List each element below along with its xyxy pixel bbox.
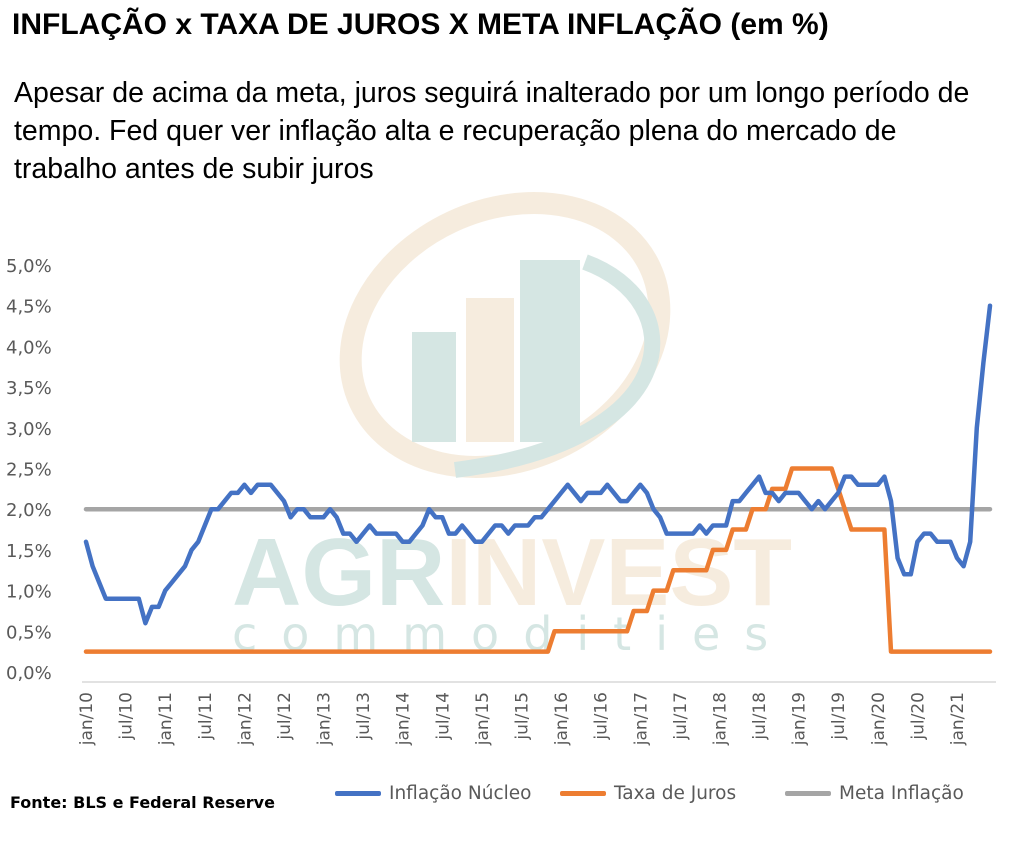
x-tick-label: jul/20	[908, 692, 928, 741]
legend-label-juros: Taxa de Juros	[614, 782, 737, 804]
logo-swoosh-outer	[339, 192, 671, 478]
legend-swatch-inflacao	[335, 790, 381, 796]
logo-brand-text: AGRINVEST	[232, 519, 792, 626]
x-tick-label: jan/15	[473, 692, 493, 746]
x-tick-label: jan/20	[869, 692, 889, 746]
x-tick-label: jan/19	[790, 692, 810, 746]
y-tick-label: 4,0%	[6, 337, 52, 358]
x-axis: jan/10 jul/10 jan/11 jul/11 jan/12 jul/12 jan/…	[77, 681, 996, 746]
x-tick-label: jul/14	[433, 692, 453, 741]
legend-swatch-meta	[785, 790, 831, 796]
x-tick-label: jul/10	[117, 692, 137, 741]
y-tick-label: 3,0%	[6, 419, 52, 440]
x-tick-label: jan/16	[552, 692, 572, 746]
logo-bar-2	[466, 298, 514, 442]
legend-label-inflacao: Inflação Núcleo	[389, 782, 532, 804]
x-tick-label: jan/14	[394, 692, 414, 746]
legend-swatch-juros	[560, 790, 606, 796]
legend-item-juros: Taxa de Juros	[560, 780, 736, 806]
logo-bar-3	[520, 260, 580, 442]
y-tick-label: 1,5%	[6, 541, 52, 562]
y-tick-label: 3,5%	[6, 378, 52, 399]
y-tick-label: 0,5%	[6, 622, 52, 643]
y-tick-label: 0,0%	[6, 663, 52, 684]
x-tick-label: jan/21	[948, 692, 968, 746]
legend-item-meta: Meta Inflação	[785, 780, 964, 806]
x-tick-label: jan/10	[77, 692, 97, 746]
page-subtitle: Apesar de acima da meta, juros seguirá i…	[14, 77, 970, 185]
x-tick-label: jul/12	[275, 692, 295, 741]
y-axis: 0,0% 0,5% 1,0% 1,5% 2,0% 2,5% 3,0% 3,5% 4,0% 4,5%…	[6, 256, 52, 684]
agrinvest-logo-watermark: AGRINVEST commodities	[232, 192, 792, 661]
legend-label-meta: Meta Inflação	[839, 782, 964, 804]
source-note: Fonte: BLS e Federal Reserve	[10, 793, 275, 812]
series-line-inflacao-nucleo	[83, 303, 993, 626]
page-title: INFLAÇÃO x TAXA DE JUROS X META INFLAÇÃO…	[12, 8, 829, 41]
x-tick-label: jan/12	[235, 692, 255, 746]
series-line-taxa-de-juros	[83, 466, 993, 654]
x-tick-label: jul/19	[829, 692, 849, 741]
logo-swoosh-inner	[453, 254, 661, 478]
legend-item-inflacao: Inflação Núcleo	[335, 780, 531, 806]
x-tick-label: jan/13	[315, 692, 335, 746]
x-tick-label: jul/15	[513, 692, 533, 741]
logo-brand-part2: INVEST	[445, 519, 792, 626]
logo-brand-part1: AGR	[232, 519, 445, 626]
x-tick-label: jan/18	[710, 692, 730, 746]
y-tick-label: 2,5%	[6, 460, 52, 481]
y-tick-label: 5,0%	[6, 256, 52, 277]
series-layer	[83, 303, 993, 654]
y-tick-label: 2,0%	[6, 500, 52, 521]
y-tick-label: 4,5%	[6, 297, 52, 318]
x-tick-label: jul/18	[750, 692, 770, 741]
x-tick-label: jul/11	[196, 692, 216, 741]
x-tick-label: jul/16	[592, 692, 612, 741]
x-tick-label: jul/17	[671, 692, 691, 741]
x-tick-label: jul/13	[354, 692, 374, 741]
x-tick-label: jan/11	[156, 692, 176, 746]
y-tick-label: 1,0%	[6, 582, 52, 603]
logo-bar-1	[412, 332, 456, 442]
x-tick-label: jan/17	[631, 692, 651, 746]
